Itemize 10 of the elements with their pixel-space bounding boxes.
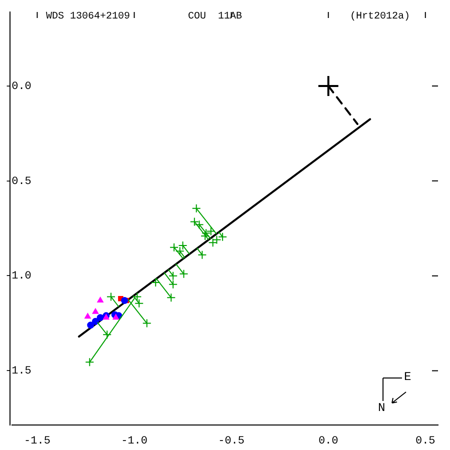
- x-tick-label: -1.5: [24, 435, 50, 448]
- annotation: N: [378, 401, 386, 415]
- annotation: (Hrt2012a): [350, 10, 410, 23]
- x-tick-label: -0.5: [218, 435, 245, 448]
- x-tick-label: 0.5: [415, 435, 436, 448]
- annotation: E: [404, 370, 412, 384]
- x-tick-label: -1.0: [121, 435, 148, 448]
- x-tick-label: 0.0: [318, 435, 338, 448]
- chart-title: WDS 13064+2109: [46, 12, 130, 23]
- chart-subtitle: COU 11AB: [188, 12, 242, 23]
